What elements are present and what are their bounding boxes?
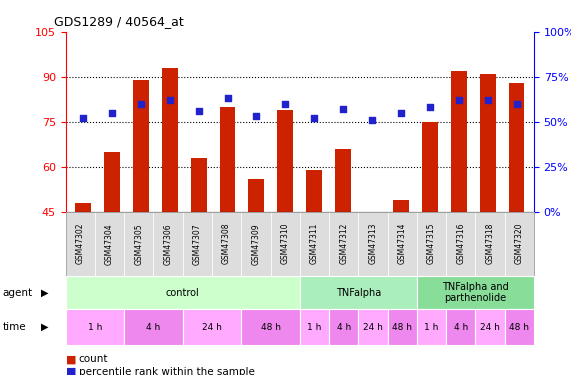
- Text: GSM47305: GSM47305: [134, 223, 143, 265]
- Text: 48 h: 48 h: [392, 322, 412, 332]
- Text: count: count: [79, 354, 108, 364]
- Text: GSM47309: GSM47309: [251, 223, 260, 265]
- Bar: [393, 200, 409, 212]
- Text: ▶: ▶: [41, 288, 49, 297]
- Point: [107, 110, 116, 116]
- Text: 48 h: 48 h: [260, 322, 280, 332]
- Text: GSM47308: GSM47308: [222, 223, 231, 264]
- Bar: [162, 68, 178, 212]
- Bar: [220, 107, 235, 212]
- Bar: [75, 203, 91, 212]
- Text: 24 h: 24 h: [480, 322, 500, 332]
- Text: GSM47306: GSM47306: [163, 223, 172, 265]
- Text: control: control: [166, 288, 200, 297]
- Point: [223, 96, 232, 102]
- Text: TNFalpha and
parthenolide: TNFalpha and parthenolide: [442, 282, 509, 303]
- Point: [194, 108, 203, 114]
- Point: [281, 101, 290, 107]
- Text: GSM47314: GSM47314: [397, 223, 407, 264]
- Text: ■: ■: [66, 354, 76, 364]
- Point: [512, 101, 521, 107]
- Point: [396, 110, 405, 116]
- Text: GSM47311: GSM47311: [310, 223, 319, 264]
- Text: 4 h: 4 h: [146, 322, 160, 332]
- Bar: [191, 158, 207, 212]
- Text: GSM47313: GSM47313: [368, 223, 377, 264]
- Text: GSM47320: GSM47320: [514, 223, 524, 264]
- Text: GSM47315: GSM47315: [427, 223, 436, 264]
- Bar: [422, 122, 438, 212]
- Point: [165, 97, 174, 103]
- Text: GSM47304: GSM47304: [105, 223, 114, 265]
- Point: [78, 115, 87, 121]
- Text: ▶: ▶: [41, 322, 49, 332]
- Text: time: time: [3, 322, 26, 332]
- Text: percentile rank within the sample: percentile rank within the sample: [79, 367, 255, 375]
- Text: 24 h: 24 h: [363, 322, 383, 332]
- Bar: [306, 170, 322, 212]
- Bar: [104, 152, 120, 212]
- Point: [454, 97, 463, 103]
- Text: 48 h: 48 h: [509, 322, 529, 332]
- Text: GSM47318: GSM47318: [485, 223, 494, 264]
- Point: [252, 114, 261, 120]
- Text: 4 h: 4 h: [453, 322, 468, 332]
- Text: GSM47316: GSM47316: [456, 223, 465, 264]
- Text: GSM47302: GSM47302: [76, 223, 85, 264]
- Bar: [451, 71, 467, 212]
- Point: [136, 101, 146, 107]
- Text: GSM47307: GSM47307: [193, 223, 202, 265]
- Text: GDS1289 / 40564_at: GDS1289 / 40564_at: [54, 15, 184, 28]
- Text: 4 h: 4 h: [336, 322, 351, 332]
- Bar: [278, 110, 293, 212]
- Point: [368, 117, 377, 123]
- Text: GSM47310: GSM47310: [280, 223, 289, 264]
- Text: GSM47312: GSM47312: [339, 223, 348, 264]
- Text: 24 h: 24 h: [202, 322, 222, 332]
- Point: [483, 97, 492, 103]
- Point: [339, 106, 348, 112]
- Point: [309, 115, 319, 121]
- Bar: [480, 74, 496, 212]
- Text: 1 h: 1 h: [424, 322, 439, 332]
- Text: ■: ■: [66, 367, 76, 375]
- Text: TNFalpha: TNFalpha: [336, 288, 381, 297]
- Text: 1 h: 1 h: [88, 322, 102, 332]
- Point: [425, 105, 435, 111]
- Bar: [335, 149, 351, 212]
- Bar: [133, 80, 149, 212]
- Text: agent: agent: [3, 288, 33, 297]
- Bar: [248, 179, 264, 212]
- Bar: [509, 83, 525, 212]
- Text: 1 h: 1 h: [307, 322, 321, 332]
